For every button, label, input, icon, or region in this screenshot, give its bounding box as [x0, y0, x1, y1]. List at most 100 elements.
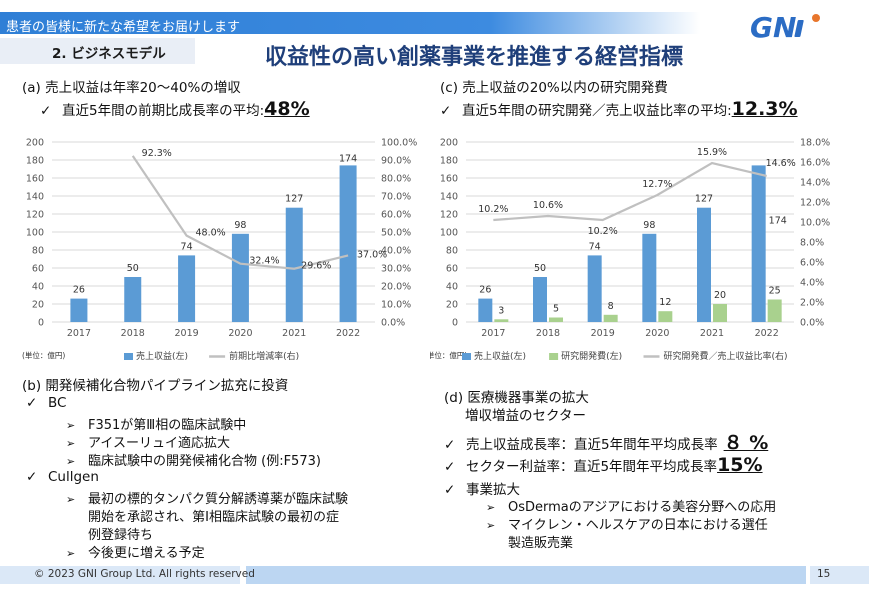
page-title: 収益性の高い創薬事業を推進する経営指標	[265, 45, 684, 70]
y-tick-left: 40	[32, 282, 44, 293]
bullet-text: 売上収益成長率：直近5年間年平均成長率	[466, 437, 718, 453]
check-icon: ✓	[444, 437, 456, 453]
bullet-text: 事業拡大	[466, 482, 520, 498]
y-tick-right: 16.0%	[800, 158, 830, 169]
y-tick-right: 4.0%	[800, 278, 824, 289]
bar-value-label: 26	[479, 285, 491, 296]
list-item-continued: 製造販売業	[508, 536, 574, 551]
x-tick-label: 2019	[174, 328, 198, 339]
y-tick-left: 60	[446, 264, 458, 275]
y-tick-right: 20.0%	[381, 282, 411, 293]
x-tick-label: 2021	[700, 328, 724, 339]
line-value-label: 14.6%	[766, 158, 796, 169]
bar-value-label: 74	[181, 241, 193, 252]
y-tick-right: 70.0%	[381, 192, 411, 203]
arrow-icon: ➢	[66, 493, 76, 506]
bar	[70, 298, 88, 322]
list-item: ➢ マイクレン・ヘルスケアの日本における選任	[486, 514, 768, 533]
line-value-label: 92.3%	[142, 148, 172, 159]
arrow-icon: ➢	[66, 455, 76, 468]
y-tick-left: 20	[446, 300, 458, 311]
section-tab	[0, 38, 195, 64]
x-tick-label: 2020	[645, 328, 669, 339]
panel-d-bullet-1: ✓ 売上収益成長率：直近5年間年平均成長率 ８ %	[444, 428, 768, 455]
legend-label: 研究開発費／売上収益比率(右)	[664, 350, 788, 362]
y-tick-left: 40	[446, 282, 458, 293]
legend-label: 売上収益(左)	[136, 350, 188, 362]
bar	[533, 277, 547, 322]
list-item: ➢ F351が第Ⅲ相の臨床試験中	[66, 414, 246, 433]
y-tick-right: 40.0%	[381, 246, 411, 257]
y-tick-right: 0.0%	[800, 318, 824, 329]
y-tick-right: 12.0%	[800, 198, 830, 209]
chart-a: 200180160140120100806040200100.0%90.0%80…	[22, 138, 417, 363]
y-tick-left: 180	[440, 156, 458, 167]
list-item: ➢ 最初の標的タンパク質分解誘導薬が臨床試験	[66, 488, 348, 507]
bar	[178, 255, 196, 322]
bar-value-label: 26	[73, 285, 85, 296]
bar	[587, 255, 602, 322]
y-tick-left: 0	[38, 318, 44, 329]
bar	[603, 314, 618, 322]
bar-value-label: 74	[589, 241, 601, 252]
gni-logo: GN	[750, 11, 820, 44]
y-tick-left: 160	[26, 174, 44, 185]
legend-label: 研究開発費(左)	[561, 350, 622, 362]
y-tick-left: 160	[440, 174, 458, 185]
list-item: ➢ OsDermaのアジアにおける美容分野への応用	[486, 496, 776, 515]
check-icon: ✓	[440, 103, 452, 119]
y-tick-right: 14.0%	[800, 178, 830, 189]
arrow-icon: ➢	[486, 501, 496, 514]
y-tick-left: 120	[26, 210, 44, 221]
bar	[642, 233, 657, 322]
x-tick-label: 2020	[228, 328, 252, 339]
x-tick-label: 2017	[67, 328, 91, 339]
y-tick-left: 200	[26, 138, 44, 149]
check-icon: ✓	[26, 469, 38, 485]
x-tick-label: 2018	[121, 328, 145, 339]
x-tick-label: 2019	[591, 328, 615, 339]
y-tick-right: 18.0%	[800, 138, 830, 149]
y-tick-right: 30.0%	[381, 264, 411, 275]
footer-left-band	[0, 566, 240, 584]
x-tick-label: 2021	[282, 328, 306, 339]
y-tick-right: 10.0%	[800, 218, 830, 229]
chart-c: 20018016014012010080604020018.0%16.0%14.…	[430, 138, 830, 363]
panel-b-heading: (b) 開発候補化合物パイプライン拡充に投資	[22, 378, 289, 394]
list-item-text: マイクレン・ヘルスケアの日本における選任	[508, 518, 768, 533]
bar-value-label: 174	[339, 153, 357, 164]
y-tick-left: 140	[440, 192, 458, 203]
tagline: 患者の皆様に新たな希望をお届けします	[6, 20, 241, 35]
svg-text:GN: GN	[750, 11, 796, 44]
page-number: 15	[817, 568, 831, 580]
panel-c-heading: (c) 売上収益の20%以内の研究開発費	[440, 80, 668, 96]
bar	[285, 207, 303, 322]
panel-c-bullet: ✓ 直近5年間の研究開発／売上収益比率の平均:12.3%	[440, 98, 798, 120]
y-tick-right: 80.0%	[381, 174, 411, 185]
bullet-value: 15%	[717, 454, 763, 476]
y-tick-left: 120	[440, 210, 458, 221]
bar-value-label: 3	[498, 305, 504, 316]
panel-d-bullet-3: ✓ 事業拡大	[444, 478, 520, 498]
list-item-text: 臨床試験中の開発候補化合物 (例:F573)	[88, 454, 321, 469]
bar	[478, 298, 493, 322]
panel-b-group-cullgen: ✓ Cullgen	[26, 469, 99, 485]
list-item-text: 今後更に増える予定	[88, 546, 205, 561]
list-item: ➢ 今後更に増える予定	[66, 542, 205, 561]
y-tick-right: 8.0%	[800, 238, 824, 249]
y-tick-left: 140	[26, 192, 44, 203]
list-item: ➢ 臨床試験中の開発候補化合物 (例:F573)	[66, 450, 321, 469]
x-tick-label: 2017	[481, 328, 505, 339]
list-item-text: F351が第Ⅲ相の臨床試験中	[88, 418, 247, 433]
panel-c-bullet-text: 直近5年間の研究開発／売上収益比率の平均:	[462, 103, 732, 119]
legend-swatch	[124, 353, 133, 360]
y-tick-left: 100	[440, 228, 458, 239]
line-value-label: 10.2%	[588, 226, 618, 237]
bar-value-label: 12	[659, 297, 671, 308]
x-tick-label: 2018	[536, 328, 560, 339]
bar-value-label: 127	[695, 194, 713, 205]
line-value-label: 37.0%	[357, 249, 387, 260]
bar	[767, 299, 782, 322]
banner-fill	[0, 12, 700, 34]
y-tick-left: 180	[26, 156, 44, 167]
